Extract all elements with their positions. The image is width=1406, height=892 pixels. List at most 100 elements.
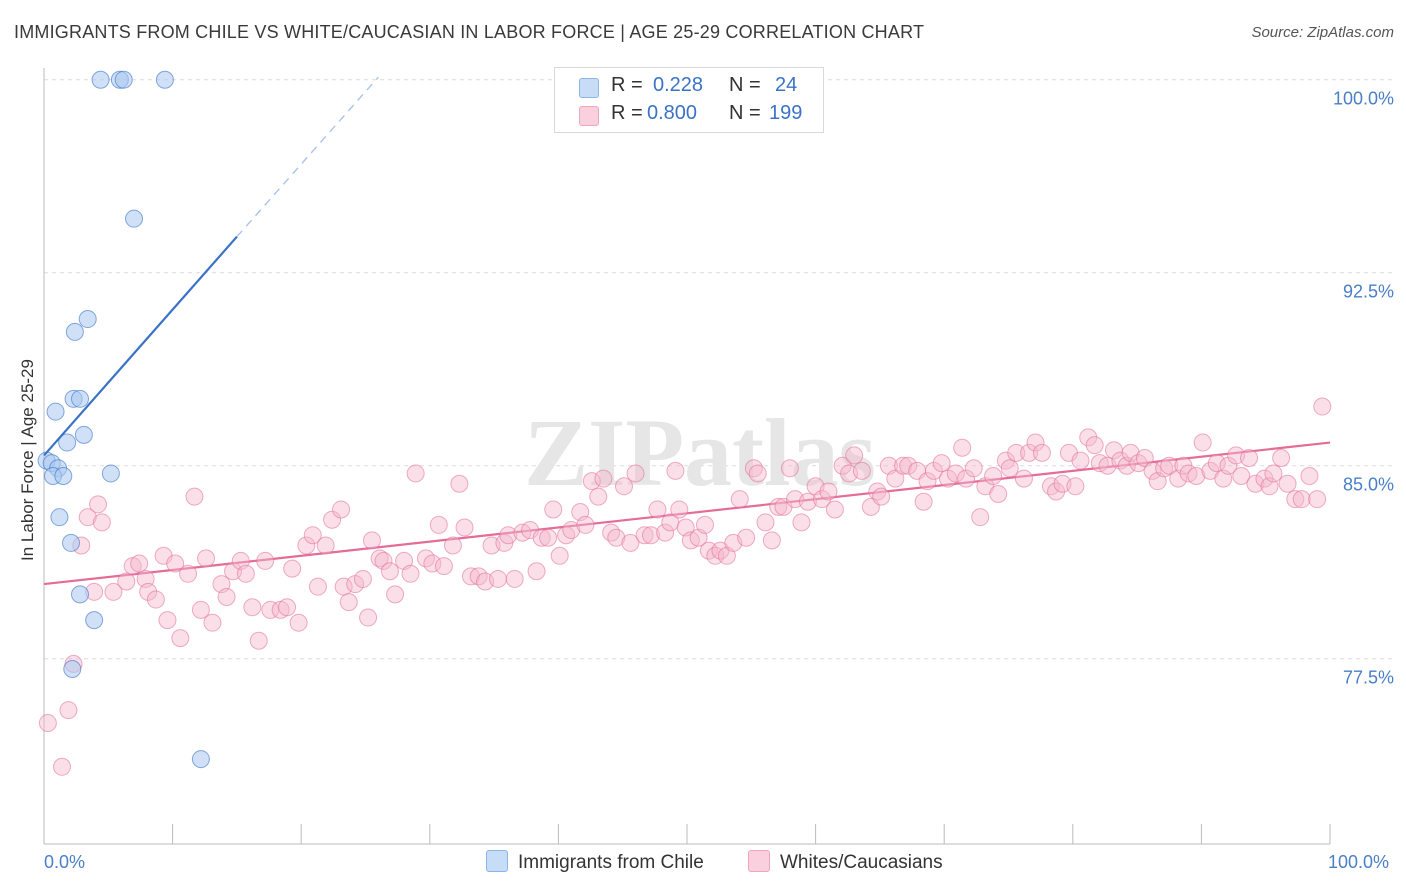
data-point-whites (1032, 443, 1051, 462)
data-point-whites (1014, 469, 1033, 488)
data-point-whites (499, 526, 518, 545)
data-point-whites (924, 461, 943, 480)
data-point-whites (1308, 490, 1327, 509)
data-point-whites (852, 461, 871, 480)
data-point-whites (845, 446, 864, 465)
data-point-whites (582, 472, 601, 491)
data-point-whites (461, 567, 480, 586)
data-point-whites (1007, 443, 1026, 462)
data-point-whites (614, 477, 633, 496)
data-point-whites (217, 587, 236, 606)
data-point-whites (798, 492, 817, 511)
data-point-whites (641, 526, 660, 545)
data-point-whites (1272, 449, 1291, 467)
data-point-whites (670, 500, 689, 519)
data-point-whites (359, 608, 378, 627)
data-point-whites (544, 500, 563, 519)
data-point-whites (256, 551, 275, 570)
data-point-whites (1026, 433, 1045, 452)
data-point-whites (550, 546, 569, 565)
data-point-whites (833, 456, 852, 475)
data-point-whites (932, 454, 951, 473)
data-point-whites (406, 464, 425, 483)
data-point-whites (53, 757, 72, 776)
data-point-chile (155, 70, 174, 89)
data-point-whites (894, 456, 913, 475)
data-point-whites (423, 554, 442, 573)
data-point-whites (1239, 449, 1258, 467)
data-point-whites (139, 582, 158, 601)
data-point-whites (130, 554, 149, 573)
data-point-whites (813, 490, 832, 509)
data-point-whites (576, 515, 595, 534)
data-point-whites (185, 487, 204, 506)
data-point-chile (78, 310, 97, 329)
legend-swatch-whites (579, 106, 599, 126)
data-point-whites (191, 600, 210, 619)
data-point-whites (899, 456, 918, 475)
data-point-whites (488, 569, 507, 588)
data-point-whites (914, 492, 933, 511)
data-point-whites (1071, 451, 1090, 470)
y-tick-label: 85.0% (1342, 474, 1394, 495)
data-point-whites (283, 559, 302, 578)
y-tick-label: 92.5% (1342, 281, 1394, 302)
data-point-whites (1066, 477, 1085, 496)
data-point-whites (380, 562, 399, 581)
data-point-whites (971, 508, 990, 527)
data-point-chile (91, 70, 110, 89)
data-point-whites (872, 487, 891, 506)
data-point-whites (278, 598, 297, 617)
legend-swatch-chile (486, 850, 508, 872)
legend-label-whites: Whites/Caucasians (780, 852, 943, 873)
data-point-whites (1155, 459, 1174, 478)
data-point-whites (532, 528, 551, 547)
legend-label-chile: Immigrants from Chile (518, 852, 704, 873)
data-point-whites (1246, 474, 1265, 493)
data-point-whites (362, 531, 381, 550)
data-point-whites (92, 513, 111, 532)
data-point-whites (89, 495, 108, 514)
data-point-whites (386, 585, 405, 604)
data-point-whites (353, 569, 372, 588)
stats-legend: R = 0.228 N = 24 R = 0.800 N = 199 (554, 67, 824, 133)
data-point-whites (1193, 433, 1212, 452)
x-tick-label-max: 100.0% (1328, 852, 1390, 872)
series-chile (37, 70, 210, 769)
data-point-whites (769, 497, 788, 516)
data-point-whites (1121, 443, 1140, 462)
data-point-whites (756, 513, 775, 532)
data-point-whites (737, 528, 756, 547)
data-point-chile (62, 533, 81, 552)
data-point-whites (303, 526, 322, 545)
legend-n-value: 24 (775, 74, 798, 96)
data-point-chile (125, 209, 144, 228)
data-point-whites (918, 472, 937, 491)
trend-line-chile-dashed (236, 76, 379, 238)
data-point-chile (191, 750, 210, 769)
data-point-whites (626, 464, 645, 483)
data-point-whites (730, 490, 749, 509)
data-point-whites (792, 513, 811, 532)
legend-r-value: 0.800 (647, 102, 698, 124)
data-point-whites (1047, 482, 1066, 501)
data-point-whites (666, 461, 685, 480)
data-point-whites (38, 714, 57, 733)
data-point-whites (1207, 454, 1226, 473)
legend-r-label: R = (611, 74, 643, 96)
data-point-whites (1143, 461, 1162, 480)
data-point-whites (1000, 459, 1019, 478)
data-point-whites (289, 613, 308, 632)
legend-r-label: R = (611, 102, 643, 124)
data-point-whites (984, 467, 1003, 486)
data-point-whites (607, 528, 626, 547)
data-point-whites (594, 469, 613, 488)
data-point-chile (54, 467, 73, 486)
legend-item-whites: Whites/Caucasians (748, 850, 943, 874)
data-point-whites (1313, 397, 1332, 416)
gridlines (44, 79, 1392, 660)
data-point-whites (1278, 474, 1297, 493)
data-point-whites (648, 500, 667, 519)
data-point-whites (527, 562, 546, 581)
legend-n-label: N = (729, 102, 761, 124)
